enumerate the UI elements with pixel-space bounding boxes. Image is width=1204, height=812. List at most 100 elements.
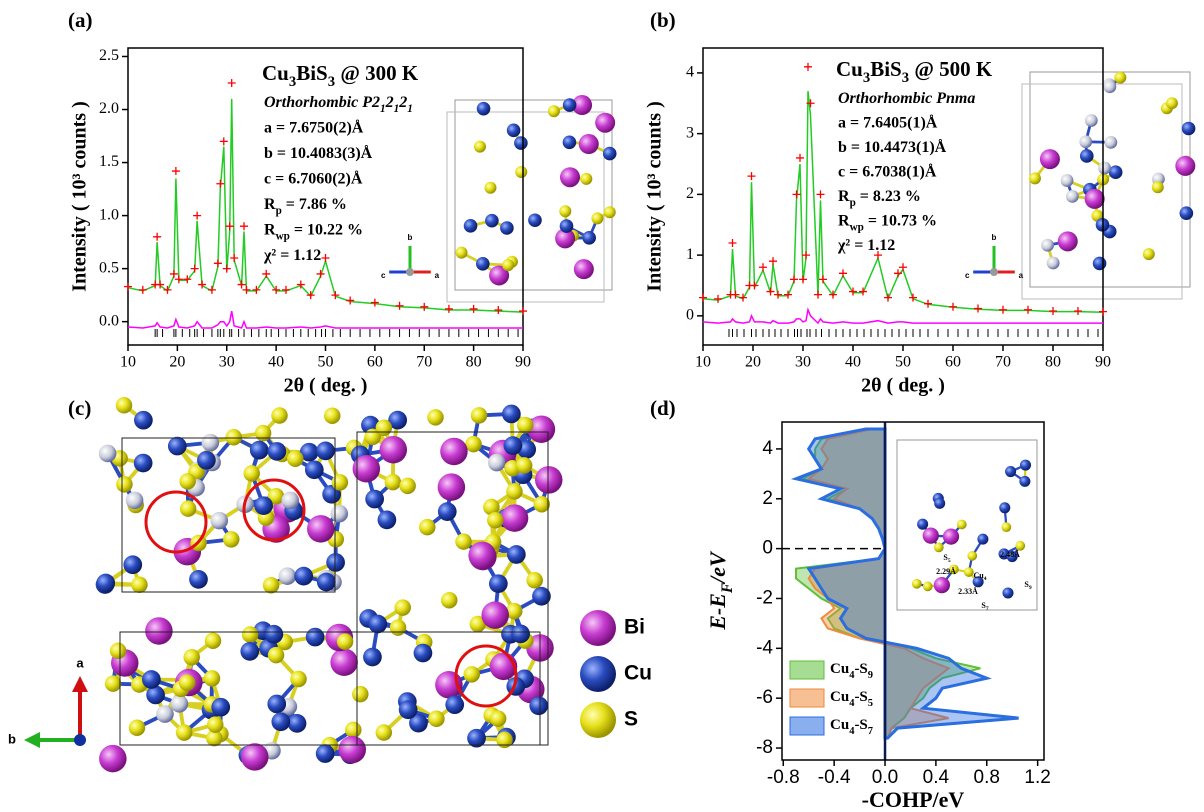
text-part: a = 7.6405(1)Å bbox=[838, 113, 938, 131]
panel-label: (a) bbox=[68, 8, 93, 32]
y-tick-label: 1.0 bbox=[99, 206, 119, 223]
y-tick-label: 0 bbox=[762, 538, 773, 559]
text-part: 2 bbox=[398, 94, 407, 111]
atom bbox=[1181, 121, 1196, 136]
atom bbox=[379, 435, 408, 464]
y-axis-title: Intensity ( 10³ counts ) bbox=[644, 101, 666, 291]
text-part: = 10.73 % bbox=[864, 212, 937, 229]
y-tick-label: 2 bbox=[762, 488, 773, 509]
atom bbox=[206, 716, 224, 733]
atom bbox=[365, 489, 384, 509]
atom bbox=[469, 615, 487, 633]
x-tick-label: 1.2 bbox=[1024, 767, 1050, 788]
annotation: Rp = 8.23 % bbox=[838, 188, 921, 209]
inset-label: S5 bbox=[943, 553, 950, 564]
text-part: 3 bbox=[328, 74, 335, 90]
atom bbox=[125, 491, 144, 510]
atom bbox=[470, 407, 488, 424]
atom bbox=[175, 724, 193, 741]
obs-marker bbox=[519, 307, 527, 316]
atom bbox=[304, 460, 324, 480]
atom bbox=[484, 181, 497, 194]
atom bbox=[281, 491, 300, 510]
atom bbox=[515, 165, 528, 178]
obs-marker bbox=[790, 275, 798, 284]
text-part: wp bbox=[276, 230, 290, 242]
atom bbox=[142, 670, 161, 689]
atom bbox=[146, 685, 165, 705]
atom bbox=[483, 498, 500, 516]
axis-origin bbox=[74, 734, 86, 746]
axis-label: c bbox=[381, 271, 386, 280]
y-tick-label: 0.5 bbox=[99, 259, 119, 276]
obs-marker bbox=[444, 304, 453, 313]
text-part: /eV bbox=[705, 550, 730, 585]
atom bbox=[455, 246, 468, 259]
atom bbox=[254, 496, 273, 516]
obs-marker bbox=[213, 259, 222, 268]
legend-label: S bbox=[624, 708, 638, 731]
obs-marker bbox=[999, 305, 1007, 314]
atom bbox=[427, 409, 444, 426]
obs-marker bbox=[974, 304, 982, 313]
atom bbox=[922, 581, 933, 592]
atom bbox=[942, 528, 960, 545]
obs-marker bbox=[316, 269, 325, 278]
atom bbox=[363, 647, 382, 667]
text-part: 2 bbox=[385, 94, 394, 111]
text-part: χ² = 1.12 bbox=[837, 237, 895, 254]
atom bbox=[562, 98, 577, 112]
atom bbox=[368, 614, 388, 634]
atom bbox=[134, 410, 153, 430]
obs-marker bbox=[814, 290, 822, 299]
x-tick-label: 50 bbox=[318, 354, 334, 371]
atom bbox=[488, 574, 508, 594]
text-part: BiS bbox=[296, 61, 328, 85]
arrow-head bbox=[24, 732, 40, 748]
annotation: χ² = 1.12 bbox=[837, 237, 895, 254]
obs-marker bbox=[156, 280, 165, 289]
atom bbox=[399, 477, 416, 495]
atom bbox=[562, 135, 577, 150]
text-part: Cu bbox=[262, 61, 289, 85]
y-tick-label: 1 bbox=[686, 246, 694, 263]
x-tick-label: 80 bbox=[466, 354, 482, 371]
atom bbox=[1065, 189, 1079, 203]
obs-marker bbox=[230, 254, 239, 263]
atom bbox=[389, 619, 407, 636]
atom bbox=[211, 697, 231, 717]
text-part: 5 bbox=[948, 558, 951, 564]
annotation: Rp = 7.86 % bbox=[264, 196, 347, 217]
atom bbox=[210, 511, 229, 530]
atom bbox=[189, 570, 208, 589]
annotation: Rwp = 10.22 % bbox=[264, 221, 363, 242]
atom bbox=[465, 435, 482, 453]
atom bbox=[375, 724, 393, 741]
atom bbox=[1114, 71, 1127, 84]
text-part: 5 bbox=[868, 698, 873, 709]
obs-marker bbox=[829, 290, 837, 299]
obs-marker bbox=[802, 251, 810, 260]
obs-marker bbox=[240, 222, 249, 231]
text-part: 4 bbox=[849, 670, 855, 681]
atom bbox=[240, 642, 260, 661]
obs-marker bbox=[219, 137, 228, 146]
atom bbox=[1079, 149, 1094, 163]
atom bbox=[532, 586, 551, 606]
highlight-ring bbox=[454, 644, 518, 708]
atom bbox=[1039, 149, 1060, 170]
atom bbox=[323, 407, 341, 424]
x-tick-label: 80 bbox=[1045, 354, 1061, 371]
atom bbox=[559, 167, 580, 188]
atom bbox=[475, 257, 490, 271]
obs-marker bbox=[731, 290, 740, 299]
text-part: 2.48Å bbox=[1000, 550, 1020, 559]
x-tick-label: 30 bbox=[219, 354, 235, 371]
text-part: 3 bbox=[902, 70, 909, 86]
atom bbox=[437, 502, 457, 521]
x-tick-label: 70 bbox=[995, 354, 1011, 371]
atom bbox=[352, 454, 381, 483]
text-part: @ 500 K bbox=[909, 57, 993, 81]
x-tick-label: 40 bbox=[268, 354, 284, 371]
obs-marker bbox=[163, 285, 172, 294]
